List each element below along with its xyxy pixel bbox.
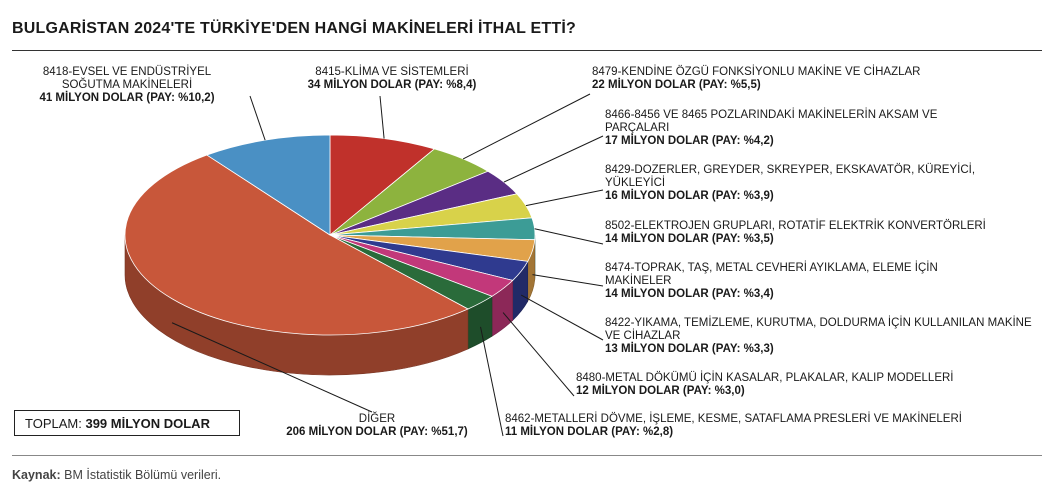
slice-value: 22 MİLYON DOLAR (PAY: %5,5): [592, 79, 761, 91]
chart-title: BULGARİSTAN 2024'TE TÜRKİYE'DEN HANGİ MA…: [12, 20, 576, 37]
leader-line-4: [534, 228, 604, 245]
pie-slice-0: [329, 134, 436, 236]
slice-name: 8429-DOZERLER, GREYDER, SKREYPER, EKSKAV…: [605, 164, 976, 189]
slice-name: 8415-KLİMA VE SİSTEMLERİ: [315, 66, 469, 78]
leader-line-6: [520, 294, 604, 341]
slice-label-8418: 8418-EVSEL VE ENDÜSTRİYEL SOĞUTMA MAKİNE…: [14, 66, 240, 105]
slice-name: 8479-KENDİNE ÖZGÜ FONKSİYONLU MAKİNE VE …: [592, 66, 921, 78]
slice-label-8480: 8480-METAL DÖKÜMÜ İÇİN KASALAR, PLAKALAR…: [576, 372, 1016, 398]
slice-value: 17 MİLYON DOLAR (PAY: %4,2): [605, 135, 774, 147]
leader-line-1: [462, 93, 591, 160]
slice-label-diger: DİĞER 206 MİLYON DOLAR (PAY: %51,7): [262, 413, 492, 439]
slice-name: 8462-METALLERİ DÖVME, İŞLEME, KESME, SAT…: [505, 413, 962, 425]
leader-line-0: [379, 95, 385, 139]
slice-value: 11 MİLYON DOLAR (PAY: %2,8): [505, 426, 674, 438]
slice-value: 41 MİLYON DOLAR (PAY: %10,2): [39, 92, 215, 104]
slice-value: 34 MİLYON DOLAR (PAY: %8,4): [307, 79, 477, 91]
slice-label-8502: 8502-ELEKTROJEN GRUPLARI, ROTATİF ELEKTR…: [605, 220, 1025, 246]
title-divider: [12, 50, 1042, 51]
slice-label-8415: 8415-KLİMA VE SİSTEMLERİ 34 MİLYON DOLAR…: [292, 66, 492, 92]
slice-label-8479: 8479-KENDİNE ÖZGÜ FONKSİYONLU MAKİNE VE …: [592, 66, 942, 92]
slice-label-8429: 8429-DOZERLER, GREYDER, SKREYPER, EKSKAV…: [605, 164, 1005, 203]
leader-line-2: [503, 135, 604, 183]
pie-slice-10: [206, 134, 331, 236]
source-label: Kaynak:: [12, 468, 61, 482]
source-note: Kaynak: BM İstatistik Bölümü verileri.: [12, 468, 221, 482]
slice-value: 13 MİLYON DOLAR (PAY: %3,3): [605, 343, 774, 355]
slice-value: 16 MİLYON DOLAR (PAY: %3,9): [605, 190, 774, 202]
slice-name: 8480-METAL DÖKÜMÜ İÇİN KASALAR, PLAKALAR…: [576, 372, 954, 384]
source-text: BM İstatistik Bölümü verileri.: [64, 468, 222, 482]
leader-line-3: [525, 189, 604, 207]
total-value: 399 MİLYON DOLAR: [85, 416, 210, 431]
slice-label-8462: 8462-METALLERİ DÖVME, İŞLEME, KESME, SAT…: [505, 413, 1005, 439]
total-label: TOPLAM:: [25, 416, 82, 431]
pie-slice-9: [124, 154, 469, 336]
slice-value: 14 MİLYON DOLAR (PAY: %3,5): [605, 233, 774, 245]
total-box: TOPLAM: 399 MİLYON DOLAR: [14, 410, 240, 436]
leader-line-8: [480, 326, 504, 437]
slice-name: 8474-TOPRAK, TAŞ, METAL CEVHERİ AYIKLAMA…: [605, 262, 938, 287]
slice-label-8474: 8474-TOPRAK, TAŞ, METAL CEVHERİ AYIKLAMA…: [605, 262, 975, 301]
footer-divider: [12, 455, 1042, 456]
slice-label-8466: 8466-8456 VE 8465 POZLARINDAKİ MAKİNELER…: [605, 109, 995, 148]
slice-label-8422: 8422-YIKAMA, TEMİZLEME, KURUTMA, DOLDURM…: [605, 317, 1035, 356]
leader-line-5: [532, 274, 604, 287]
leader-line-10: [249, 95, 266, 141]
slice-name: 8422-YIKAMA, TEMİZLEME, KURUTMA, DOLDURM…: [605, 317, 1032, 342]
slice-name: 8418-EVSEL VE ENDÜSTRİYEL SOĞUTMA MAKİNE…: [42, 66, 212, 91]
leader-line-7: [502, 312, 575, 397]
slice-value: 14 MİLYON DOLAR (PAY: %3,4): [605, 288, 774, 300]
slice-name: DİĞER: [358, 413, 396, 425]
slice-value: 12 MİLYON DOLAR (PAY: %3,0): [576, 385, 745, 397]
slice-name: 8466-8456 VE 8465 POZLARINDAKİ MAKİNELER…: [605, 109, 938, 134]
leader-line-9: [171, 322, 373, 413]
slice-value: 206 MİLYON DOLAR (PAY: %51,7): [286, 426, 468, 438]
slice-name: 8502-ELEKTROJEN GRUPLARI, ROTATİF ELEKTR…: [605, 220, 986, 232]
